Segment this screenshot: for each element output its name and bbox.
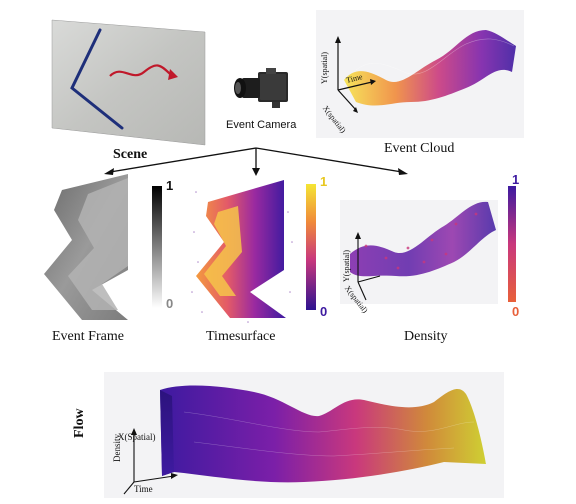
timesurface-label: Timesurface	[206, 329, 276, 344]
cloud-t-axis	[337, 81, 373, 91]
density-label: Density	[404, 329, 448, 344]
flow-plot	[104, 372, 504, 498]
scene-panel	[51, 19, 206, 146]
timesurface-colorbar	[306, 184, 316, 310]
scene-image	[51, 19, 206, 146]
scene-motion-arrow	[109, 64, 171, 77]
density-t-axis	[357, 275, 381, 283]
timesurface-panel: 1 0	[188, 172, 336, 324]
event-frame-cb-max: 1	[166, 178, 174, 193]
density-panel: Y(spatial) X(spatial) 1 0	[336, 172, 536, 324]
timesurface-image	[191, 180, 316, 323]
branch-arrows	[104, 147, 408, 176]
density-plot	[340, 186, 516, 304]
cloud-axis-y-label: Y(spatial)	[320, 52, 329, 84]
density-cb-min: 0	[512, 304, 520, 319]
flow-label: Flow	[72, 408, 87, 438]
flow-t-axis	[123, 481, 135, 495]
flow-x-axis	[133, 475, 175, 483]
scene-label: Scene	[113, 147, 148, 162]
cloud-x-axis	[337, 89, 357, 111]
event-frame-panel: 1 0	[32, 170, 184, 322]
event-cloud-plot	[316, 10, 524, 138]
event-frame-colorbar	[152, 186, 162, 308]
flow-axis-x-label: X(Spatial)	[118, 432, 156, 442]
event-cloud-label: Event Cloud	[384, 141, 455, 156]
scene-bent-line	[70, 28, 124, 130]
event-frame-cb-min: 0	[166, 296, 174, 311]
density-axis-y-label: Y(spatial)	[342, 250, 351, 282]
flow-axis-t-label: Time	[134, 484, 153, 494]
timesurface-cb-min: 0	[320, 304, 328, 319]
density-cb-max: 1	[512, 172, 520, 187]
event-cloud-surface	[344, 30, 516, 106]
event-frame-image	[44, 174, 162, 320]
timesurface-cb-max: 1	[320, 174, 328, 189]
density-x-axis	[357, 281, 367, 301]
density-colorbar	[508, 186, 516, 302]
camera-label: Event Camera	[226, 119, 297, 131]
flow-surface	[160, 385, 486, 483]
event-frame-label: Event Frame	[52, 329, 124, 344]
event-cloud-panel: Y(spatial) Time X(spatial)	[316, 10, 524, 138]
camera-icon	[228, 66, 298, 116]
flow-panel: Density X(Spatial) Time	[104, 372, 504, 498]
